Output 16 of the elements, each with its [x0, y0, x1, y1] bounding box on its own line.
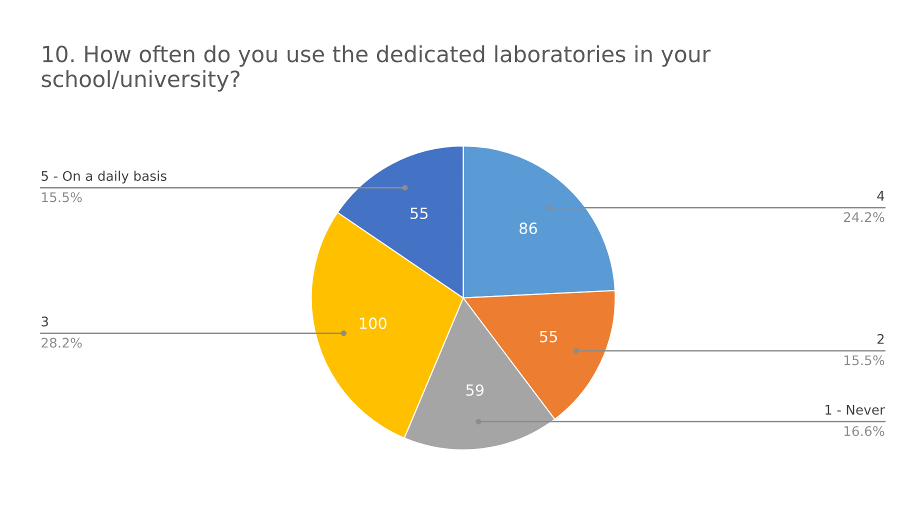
text: 15.5% — [844, 355, 884, 366]
data-label: 55 — [410, 208, 428, 220]
slice-label: 4 — [877, 191, 884, 201]
data-label: 59 — [466, 384, 484, 396]
slice-label: 2 — [878, 334, 884, 344]
data-label: 86 — [520, 222, 537, 234]
slice-label: 5 - On a daily basis — [42, 170, 166, 184]
text: 28.2% — [42, 338, 82, 348]
data-label: 100 — [360, 318, 386, 330]
text: 24.2% — [844, 212, 884, 222]
data-label: 55 — [540, 330, 557, 342]
chart-title: 10. How often do you use the dedicated laboratories in your school/university? — [42, 45, 711, 92]
slice-label: 1 - Never — [826, 404, 885, 415]
text: 16.6% — [844, 426, 884, 436]
slice-label: 3 — [42, 316, 48, 326]
text: 15.5% — [42, 192, 82, 202]
